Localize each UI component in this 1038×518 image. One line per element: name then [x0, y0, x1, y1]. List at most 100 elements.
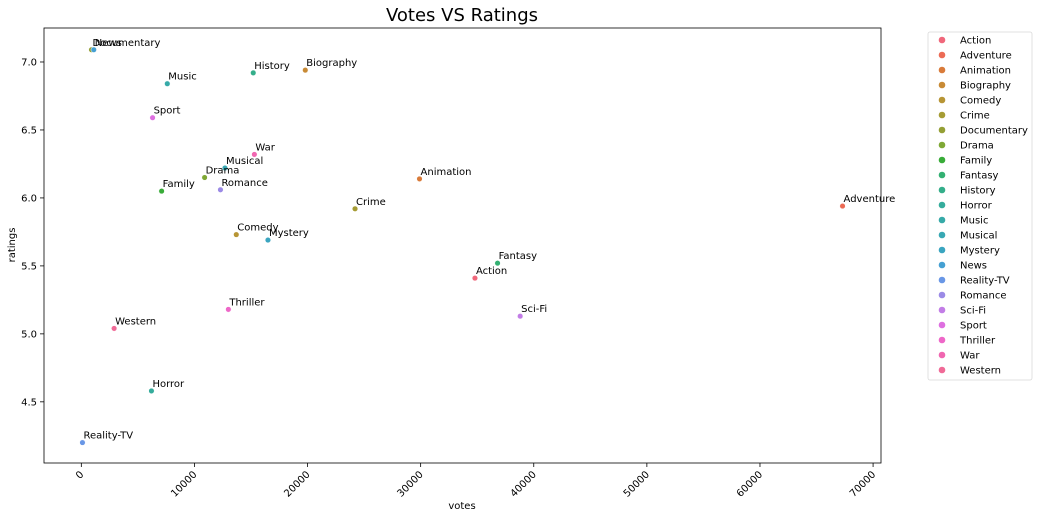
- point-label-adventure: Adventure: [844, 194, 896, 205]
- point-fantasy: [494, 260, 501, 267]
- point-mystery: [264, 237, 272, 244]
- point-crime: [351, 205, 359, 212]
- x-axis-label: votes: [448, 501, 475, 512]
- point-label-war: War: [255, 142, 275, 153]
- point-history: [250, 69, 257, 76]
- legend-marker-sci-fi: [938, 306, 946, 314]
- legend-marker-biography: [938, 81, 946, 89]
- legend: Action Adventure Animation Biography Comedy C…: [938, 36, 1028, 377]
- legend-marker-action: [938, 36, 946, 44]
- point-musical: [221, 164, 229, 172]
- legend-entry-music: Music: [960, 216, 988, 227]
- x-tick-label: 30000: [395, 469, 425, 499]
- legend-marker-thriller: [938, 336, 946, 344]
- point-comedy: [233, 231, 240, 238]
- point-label-reality-tv: Reality-TV: [83, 431, 133, 442]
- legend-box: [927, 31, 1033, 381]
- point-label-western: Western: [115, 316, 156, 327]
- legend-entry-comedy: Comedy: [960, 96, 1001, 107]
- legend-entry-sport: Sport: [960, 321, 987, 332]
- point-label-biography: Biography: [306, 58, 357, 69]
- legend-marker-music: [938, 216, 946, 224]
- y-tick-label: 7.0: [21, 57, 37, 68]
- point-drama: [201, 174, 208, 181]
- legend-marker-family: [938, 156, 946, 164]
- legend-marker-documentary: [938, 126, 946, 134]
- legend-marker-reality-tv: [938, 276, 946, 284]
- point-label-drama: Drama: [206, 166, 240, 177]
- point-reality-tv: [79, 439, 86, 446]
- point-news: [90, 46, 97, 53]
- legend-entry-news: News: [960, 261, 987, 272]
- point-war: [251, 151, 258, 158]
- point-label-documentary: Documentary: [93, 38, 161, 49]
- legend-entry-animation: Animation: [960, 66, 1011, 77]
- legend-marker-romance: [938, 291, 946, 299]
- point-romance: [217, 186, 224, 193]
- point-label-music: Music: [168, 72, 196, 83]
- x-tick-label: 50000: [622, 469, 652, 499]
- point-label-sport: Sport: [154, 106, 181, 117]
- legend-entry-musical: Musical: [960, 231, 997, 242]
- legend-entry-crime: Crime: [960, 111, 990, 122]
- legend-entry-biography: Biography: [960, 81, 1011, 92]
- x-tick-label: 60000: [735, 469, 765, 499]
- legend-entry-action: Action: [960, 36, 991, 47]
- point-label-fantasy: Fantasy: [499, 251, 538, 262]
- legend-entry-romance: Romance: [960, 291, 1006, 302]
- legend-entry-war: War: [960, 351, 980, 362]
- x-tick-label: 70000: [848, 469, 878, 499]
- scatter-points: [79, 46, 846, 446]
- x-axis: 0 10000 20000 30000 40000 50000 60000 70000: [74, 463, 878, 500]
- x-tick-label: 20000: [282, 469, 312, 499]
- legend-marker-history: [938, 186, 946, 194]
- legend-entry-horror: Horror: [960, 201, 993, 212]
- point-music: [164, 80, 171, 87]
- point-label-action: Action: [476, 266, 507, 277]
- point-label-family: Family: [163, 179, 195, 190]
- legend-marker-fantasy: [938, 171, 946, 179]
- legend-marker-musical: [938, 231, 946, 239]
- point-label-crime: Crime: [356, 197, 386, 208]
- legend-marker-sport: [938, 321, 946, 329]
- legend-marker-mystery: [938, 246, 946, 254]
- legend-entry-history: History: [960, 186, 996, 197]
- legend-marker-adventure: [938, 51, 946, 59]
- y-axis-label: ratings: [7, 228, 18, 263]
- legend-entry-mystery: Mystery: [960, 246, 1000, 257]
- point-sci-fi: [517, 313, 524, 320]
- legend-marker-news: [938, 261, 946, 269]
- legend-entry-western: Western: [960, 366, 1001, 377]
- y-tick-label: 5.5: [21, 261, 37, 272]
- legend-marker-drama: [938, 141, 946, 149]
- point-western: [111, 325, 118, 332]
- point-labels: Action Adventure Animation Biography Comedy C…: [83, 38, 895, 442]
- point-label-animation: Animation: [421, 167, 472, 178]
- point-label-mystery: Mystery: [269, 228, 309, 239]
- plot-area: [43, 27, 882, 464]
- point-biography: [302, 67, 309, 74]
- point-label-horror: Horror: [152, 379, 185, 390]
- point-label-romance: Romance: [221, 178, 267, 189]
- x-tick-label: 0: [74, 469, 86, 481]
- legend-marker-horror: [938, 201, 946, 209]
- point-label-musical: Musical: [226, 156, 263, 167]
- y-axis: 4.5 5.0 5.5 6.0 6.5 7.0: [21, 57, 44, 408]
- legend-entry-sci-fi: Sci-Fi: [960, 306, 986, 317]
- legend-entry-reality-tv: Reality-TV: [960, 276, 1010, 287]
- y-tick-label: 6.5: [21, 125, 37, 136]
- legend-entry-family: Family: [960, 156, 992, 167]
- point-animation: [416, 175, 423, 182]
- chart-title: Votes VS Ratings: [386, 5, 538, 26]
- legend-marker-war: [938, 351, 946, 359]
- point-thriller: [225, 306, 232, 313]
- point-sport: [149, 114, 156, 121]
- legend-marker-western: [938, 366, 946, 374]
- point-family: [158, 188, 165, 195]
- legend-entry-adventure: Adventure: [960, 51, 1012, 62]
- x-tick-label: 10000: [169, 469, 199, 499]
- point-action: [471, 275, 478, 282]
- point-label-news: News: [95, 38, 122, 49]
- legend-entry-documentary: Documentary: [960, 126, 1028, 137]
